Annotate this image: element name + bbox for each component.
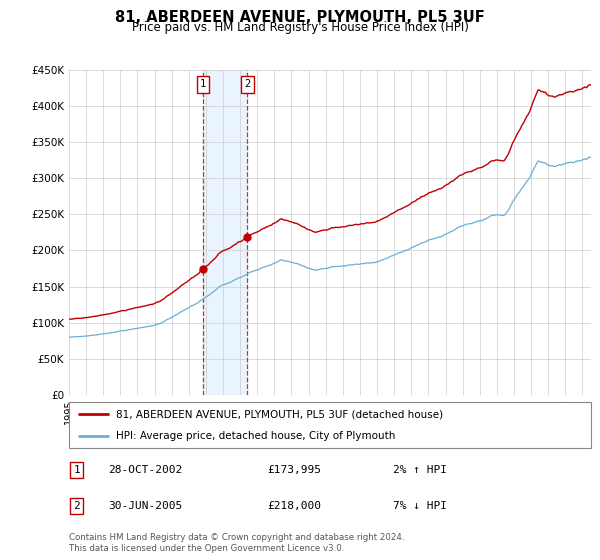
Text: 2% ↑ HPI: 2% ↑ HPI <box>392 465 446 475</box>
FancyBboxPatch shape <box>69 402 591 448</box>
Text: 1: 1 <box>73 465 80 475</box>
Text: 7% ↓ HPI: 7% ↓ HPI <box>392 501 446 511</box>
Text: 30-JUN-2005: 30-JUN-2005 <box>108 501 182 511</box>
Text: Contains HM Land Registry data © Crown copyright and database right 2024.
This d: Contains HM Land Registry data © Crown c… <box>69 533 404 553</box>
Text: 81, ABERDEEN AVENUE, PLYMOUTH, PL5 3UF (detached house): 81, ABERDEEN AVENUE, PLYMOUTH, PL5 3UF (… <box>116 409 443 419</box>
Bar <box>203 70 247 395</box>
Text: HPI: Average price, detached house, City of Plymouth: HPI: Average price, detached house, City… <box>116 431 395 441</box>
Text: £218,000: £218,000 <box>268 501 322 511</box>
Text: 2: 2 <box>244 80 250 90</box>
Text: 81, ABERDEEN AVENUE, PLYMOUTH, PL5 3UF: 81, ABERDEEN AVENUE, PLYMOUTH, PL5 3UF <box>115 10 485 25</box>
Text: 1: 1 <box>200 80 206 90</box>
Text: 2: 2 <box>73 501 80 511</box>
Text: 28-OCT-2002: 28-OCT-2002 <box>108 465 182 475</box>
Text: £173,995: £173,995 <box>268 465 322 475</box>
Text: Price paid vs. HM Land Registry's House Price Index (HPI): Price paid vs. HM Land Registry's House … <box>131 21 469 34</box>
